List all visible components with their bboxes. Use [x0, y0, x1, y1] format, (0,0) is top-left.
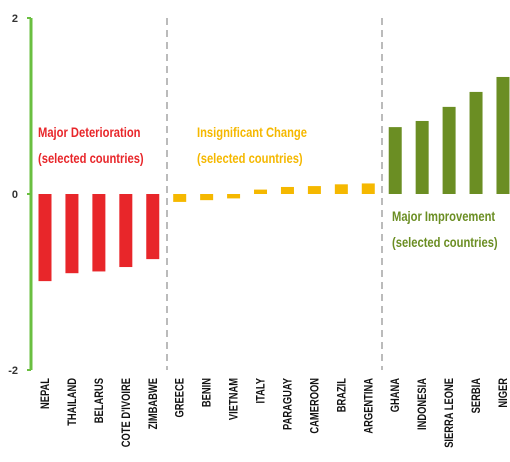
x-tick-label: INDONESIA: [416, 378, 429, 430]
bar: [361, 183, 375, 194]
annotation: (selected countries): [38, 151, 144, 166]
bar: [146, 194, 160, 260]
annotation: Major Improvement: [392, 209, 496, 224]
bar: [119, 194, 133, 268]
bar: [280, 186, 294, 194]
bar: [92, 194, 106, 272]
x-tick-label: BENIN: [201, 378, 214, 407]
x-tick-label: PARAGUAY: [281, 378, 294, 430]
x-tick-label: GREECE: [174, 378, 187, 417]
bar: [200, 194, 214, 201]
x-tick-label: THAILAND: [66, 378, 79, 426]
y-tick-label: 2: [12, 13, 18, 25]
x-tick-label: BELARUS: [93, 378, 106, 423]
bar: [227, 194, 241, 199]
x-tick-label: ITALY: [254, 378, 267, 403]
bar: [469, 91, 483, 194]
x-tick-label: ARGENTINA: [362, 378, 375, 434]
annotation: Insignificant Change: [197, 125, 307, 140]
x-tick-label: GHANA: [389, 378, 402, 412]
bar: [415, 120, 429, 194]
bar: [388, 127, 402, 194]
bar: [334, 184, 348, 194]
bar: [254, 189, 268, 194]
bar: [307, 186, 321, 194]
annotation: (selected countries): [392, 235, 498, 250]
annotation: (selected countries): [197, 151, 303, 166]
bar: [496, 76, 510, 194]
x-tick-label: ZIMBABWE: [147, 378, 160, 429]
x-tick-label: VIETNAM: [228, 378, 241, 420]
x-tick-label: COTE D'IVOIRE: [120, 378, 133, 447]
bar: [442, 106, 456, 194]
y-tick-label: 0: [12, 189, 18, 201]
x-tick-label: NEPAL: [39, 378, 52, 409]
bar: [38, 194, 52, 282]
bar: [173, 194, 187, 202]
x-tick-label: NIGER: [497, 378, 510, 408]
x-tick-label: SERBIA: [470, 378, 483, 414]
annotation: Major Deterioration: [38, 125, 141, 140]
x-tick-label: SIERRA LEONE: [443, 378, 456, 448]
x-tick-label: CAMEROON: [308, 378, 321, 434]
bar: [65, 194, 79, 274]
y-tick-label: -2: [8, 365, 18, 377]
x-tick-label: BRAZIL: [335, 378, 348, 413]
